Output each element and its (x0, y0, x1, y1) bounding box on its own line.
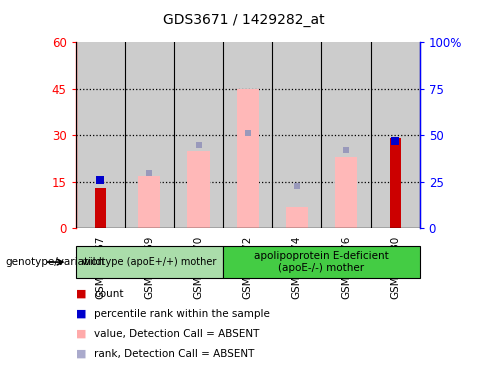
Text: rank, Detection Call = ABSENT: rank, Detection Call = ABSENT (94, 349, 255, 359)
Bar (187, 151, 209, 228)
Text: percentile rank within the sample: percentile rank within the sample (94, 309, 270, 319)
Bar (322, 42, 370, 228)
Bar (237, 89, 259, 228)
Text: apolipoprotein E-deficient
(apoE-/-) mother: apolipoprotein E-deficient (apoE-/-) mot… (254, 251, 389, 273)
Text: wildtype (apoE+/+) mother: wildtype (apoE+/+) mother (82, 257, 217, 267)
Bar (76, 246, 223, 278)
Bar (223, 42, 272, 228)
Text: ■: ■ (76, 289, 86, 299)
Text: ■: ■ (76, 349, 86, 359)
Bar (335, 157, 357, 228)
Text: GDS3671 / 1429282_at: GDS3671 / 1429282_at (163, 13, 325, 27)
Bar (76, 42, 125, 228)
Bar (390, 139, 401, 228)
Text: value, Detection Call = ABSENT: value, Detection Call = ABSENT (94, 329, 260, 339)
Bar (370, 42, 420, 228)
Bar (138, 176, 161, 228)
Bar (272, 42, 322, 228)
Text: genotype/variation: genotype/variation (5, 257, 104, 267)
Text: ■: ■ (76, 309, 86, 319)
Bar (125, 42, 174, 228)
Bar (286, 207, 308, 228)
Text: ■: ■ (76, 329, 86, 339)
Bar (174, 42, 223, 228)
Bar (95, 188, 105, 228)
Bar (223, 246, 420, 278)
Text: count: count (94, 289, 123, 299)
